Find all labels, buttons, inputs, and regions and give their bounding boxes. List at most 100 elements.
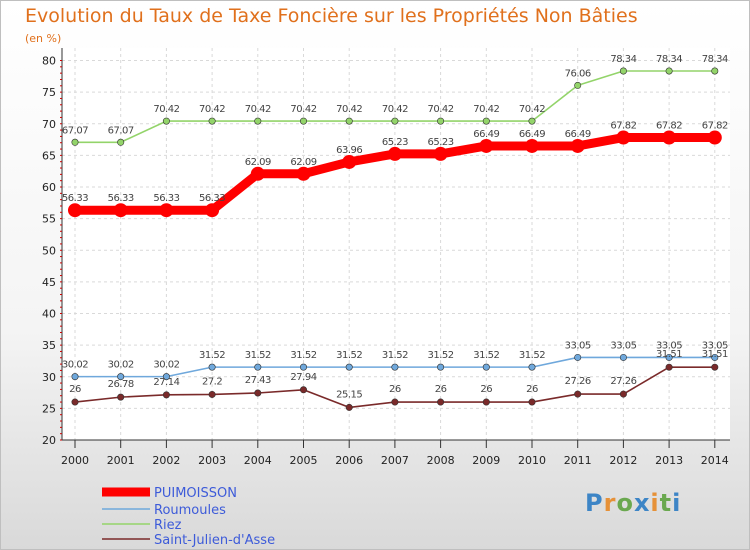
data-point: [528, 398, 536, 406]
y-tick-label: 20: [42, 434, 56, 447]
data-point: [71, 373, 79, 381]
data-label: 70.42: [199, 104, 225, 115]
data-point: [387, 146, 402, 161]
data-point: [570, 138, 585, 153]
data-label: 78.34: [702, 54, 728, 65]
data-point: [619, 353, 627, 361]
data-point: [71, 398, 79, 406]
data-label: 25.15: [336, 389, 362, 400]
data-label: 27.43: [245, 375, 271, 386]
data-label: 70.42: [473, 104, 499, 115]
x-tick-label: 2005: [290, 454, 318, 467]
data-label: 27.2: [202, 376, 222, 387]
y-tick-label: 70: [42, 118, 56, 131]
data-label: 67.07: [62, 125, 88, 136]
data-point: [71, 138, 79, 146]
data-label: 66.49: [565, 129, 591, 140]
data-point: [113, 203, 128, 218]
data-label: 26: [389, 384, 401, 395]
data-point: [482, 117, 490, 125]
x-tick-label: 2009: [472, 454, 500, 467]
data-label: 26: [480, 384, 492, 395]
data-point: [574, 81, 582, 89]
data-point: [619, 67, 627, 75]
data-label: 70.42: [519, 104, 545, 115]
data-point: [162, 117, 170, 125]
data-label: 70.42: [290, 104, 316, 115]
data-label: 63.96: [336, 145, 362, 156]
legend-label: PUIMOISSON: [154, 486, 237, 501]
data-point: [479, 138, 494, 153]
data-point: [299, 117, 307, 125]
data-point: [117, 393, 125, 401]
data-label: 70.42: [245, 104, 271, 115]
data-point: [482, 398, 490, 406]
data-point: [117, 373, 125, 381]
data-point: [437, 363, 445, 371]
data-point: [117, 138, 125, 146]
data-label: 33.05: [610, 340, 636, 351]
data-label: 31.52: [428, 350, 454, 361]
data-point: [482, 363, 490, 371]
data-point: [345, 363, 353, 371]
data-label: 62.09: [290, 157, 316, 168]
data-point: [299, 363, 307, 371]
y-tick-label: 30: [42, 371, 56, 384]
data-label: 31.52: [336, 350, 362, 361]
data-point: [665, 353, 673, 361]
data-point: [391, 363, 399, 371]
data-label: 33.05: [565, 340, 591, 351]
data-label: 67.82: [656, 121, 682, 132]
y-tick-label: 25: [42, 402, 56, 415]
data-point: [574, 353, 582, 361]
data-label: 31.52: [199, 350, 225, 361]
data-point: [254, 117, 262, 125]
data-point: [525, 138, 539, 153]
data-point: [711, 353, 719, 361]
x-tick-label: 2012: [609, 454, 637, 467]
data-label: 65.23: [382, 137, 408, 148]
data-point: [619, 390, 627, 398]
x-tick-label: 2003: [198, 454, 226, 467]
data-point: [159, 203, 174, 218]
data-point: [162, 391, 170, 399]
data-label: 31.52: [519, 350, 545, 361]
data-label: 70.42: [382, 104, 408, 115]
data-label: 31.51: [702, 349, 728, 360]
data-label: 26: [69, 384, 81, 395]
legend-label: Riez: [154, 518, 182, 533]
data-point: [250, 166, 265, 181]
data-label: 31.52: [473, 350, 499, 361]
data-point: [711, 363, 719, 371]
data-label: 30.02: [108, 360, 134, 371]
data-label: 66.49: [473, 129, 499, 140]
data-label: 26.78: [108, 379, 134, 390]
data-point: [162, 373, 170, 381]
data-point: [528, 363, 536, 371]
x-tick-label: 2001: [107, 454, 135, 467]
data-point: [616, 130, 631, 145]
y-tick-label: 55: [42, 213, 56, 226]
data-point: [254, 389, 262, 397]
data-label: 31.52: [382, 350, 408, 361]
data-label: 65.23: [428, 137, 454, 148]
data-label: 70.42: [428, 104, 454, 115]
data-point: [665, 67, 673, 75]
data-point: [437, 398, 445, 406]
x-tick-label: 2004: [244, 454, 272, 467]
legend-label: Roumoules: [154, 503, 226, 518]
y-tick-label: 50: [42, 244, 56, 257]
y-tick-label: 75: [42, 86, 56, 99]
data-label: 26: [435, 384, 447, 395]
data-point: [205, 203, 220, 218]
x-tick-label: 2006: [335, 454, 363, 467]
data-point: [574, 390, 582, 398]
data-label: 33.05: [656, 340, 682, 351]
data-point: [296, 166, 311, 181]
y-tick-label: 40: [42, 308, 56, 321]
data-label: 56.33: [153, 193, 179, 204]
data-point: [662, 130, 677, 145]
y-tick-label: 35: [42, 339, 56, 352]
x-tick-label: 2013: [655, 454, 683, 467]
y-axis-unit: (en %): [25, 32, 62, 45]
